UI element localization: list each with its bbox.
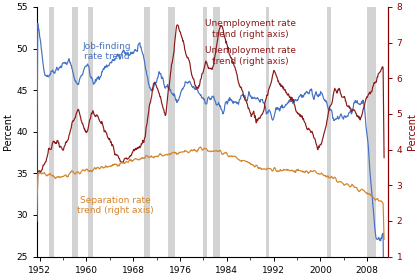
Text: Job-finding
rate trend: Job-finding rate trend [83, 42, 131, 61]
Bar [367, 7, 376, 257]
Bar [168, 7, 175, 257]
Y-axis label: Percent: Percent [407, 113, 417, 150]
Bar [327, 7, 331, 257]
Bar [88, 7, 93, 257]
Y-axis label: Percent: Percent [3, 113, 13, 150]
Text: Unemployment rate
trend (right axis): Unemployment rate trend (right axis) [205, 19, 296, 39]
Bar [203, 7, 207, 257]
Bar [144, 7, 150, 257]
Bar [213, 7, 220, 257]
Bar [72, 7, 78, 257]
Bar [266, 7, 269, 257]
Text: Unemployment rate
trend (right axis): Unemployment rate trend (right axis) [205, 46, 296, 66]
Text: Separation rate
trend (right axis): Separation rate trend (right axis) [77, 196, 154, 215]
Bar [49, 7, 54, 257]
